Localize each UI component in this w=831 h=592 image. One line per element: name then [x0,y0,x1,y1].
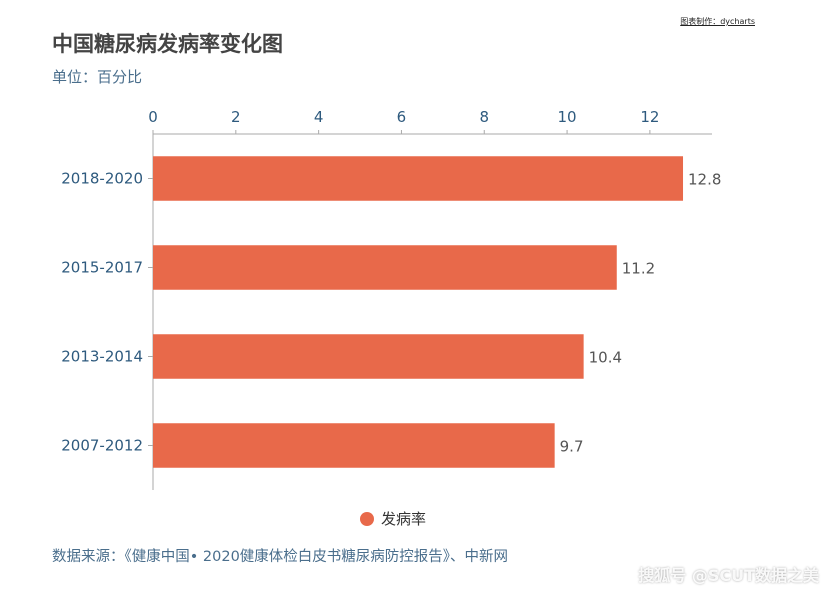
x-tick-label: 8 [479,108,489,126]
x-tick-label: 12 [640,108,659,126]
chart-subtitle: 单位：百分比 [52,68,143,86]
y-tick-label: 2018-2020 [61,170,143,188]
data-source: 数据来源：《健康中国• 2020健康体检白皮书糖尿病防控报告》、中新网 [52,549,509,565]
data-label: 9.7 [560,438,584,456]
x-tick-label: 0 [148,108,158,126]
x-tick-label: 2 [231,108,241,126]
chart-title: 中国糖尿病发病率变化图 [52,32,283,56]
x-tick-label: 10 [558,108,577,126]
legend-marker [360,511,374,526]
x-tick-label: 4 [314,108,324,126]
legend-label: 发病率 [381,510,427,528]
bar [153,156,684,201]
x-tick-label: 6 [397,108,407,126]
y-tick-label: 2007-2012 [61,437,143,455]
data-label: 10.4 [589,349,622,367]
y-tick-label: 2015-2017 [61,259,143,277]
bar [153,245,617,290]
watermark: 搜狐号 @SCUT数据之美 [638,566,819,585]
y-tick-label: 2013-2014 [61,348,143,366]
data-label: 12.8 [688,171,721,189]
legend: 发病率 [360,508,426,529]
bar [153,423,555,468]
chart-credit: 图表制作：dycharts [680,17,755,26]
bar [153,334,584,379]
data-label: 11.2 [622,260,655,278]
